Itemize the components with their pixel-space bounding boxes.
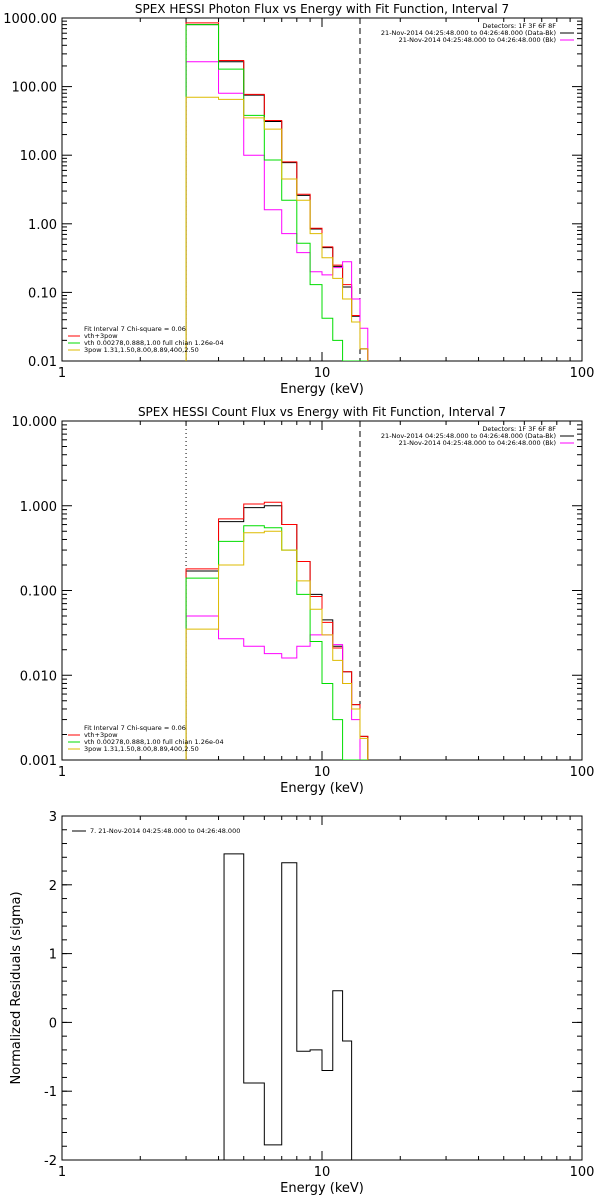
y-tick-label: 0.100: [20, 585, 57, 600]
x-tick-label: 100: [570, 1165, 595, 1180]
info-text: 21-Nov-2014 04:25:48.000 to 04:26:48.000…: [399, 439, 556, 447]
chart-title: SPEX HESSI Count Flux vs Energy with Fit…: [138, 405, 506, 419]
panel-1: SPEX HESSI Photon Flux vs Energy with Fi…: [3, 2, 594, 397]
y-tick-label: 1.00: [28, 218, 57, 233]
series-4-step-line: [185, 525, 368, 760]
fit-text: vth+3pow: [84, 332, 118, 340]
series-1-step-line: [223, 853, 360, 1160]
y-tick-label: -1: [44, 1085, 57, 1100]
series-3-step-line: [185, 61, 369, 361]
x-axis-label: Energy (keV): [280, 1181, 364, 1196]
series-5-step-line: [185, 96, 369, 361]
y-tick-label: 0.01: [28, 355, 57, 370]
info-text: 21-Nov-2014 04:25:48.000 to 04:26:48.000…: [399, 36, 556, 44]
chart-title: SPEX HESSI Photon Flux vs Energy with Fi…: [135, 2, 509, 16]
y-tick-label: 10.00: [20, 149, 57, 164]
y-tick-label: 0.10: [28, 286, 57, 301]
y-tick-label: 100.00: [12, 81, 58, 96]
plot-frame: [61, 815, 583, 1161]
series-group: [185, 22, 369, 361]
y-tick-label: 1000.00: [3, 12, 57, 27]
y-tick-label: 1.000: [20, 500, 57, 515]
fit-text: vth+3pow: [84, 731, 118, 739]
series-2-step-line: [185, 22, 369, 361]
info-text: 21-Nov-2014 04:25:48.000 to 04:26:48.000…: [381, 432, 556, 440]
info-text: Detectors: 1F 3F 6F 8F: [482, 22, 556, 30]
y-axis-label: Normalized Residuals (sigma): [9, 891, 24, 1084]
info-text: Detectors: 1F 3F 6F 8F: [482, 425, 556, 433]
series-group: [185, 501, 369, 760]
series-group: [223, 853, 360, 1160]
x-tick-label: 100: [570, 765, 595, 780]
y-tick-label: 0.001: [20, 754, 57, 769]
residual-legend-label: 7. 21-Nov-2014 04:25:48.000 to 04:26:48.…: [90, 827, 240, 835]
x-tick-label: 1: [58, 765, 66, 780]
fit-text: vth 0.00278,0.888,1.00 full chian 1.26e-…: [84, 738, 224, 746]
y-tick-label: 10.000: [12, 415, 58, 430]
y-tick-label: 1: [49, 948, 57, 963]
x-tick-label: 10: [314, 366, 331, 381]
x-tick-label: 10: [314, 765, 331, 780]
fit-text: 3pow 1.31,1.50,8.00,8.89,400,2.50: [84, 346, 199, 354]
y-tick-label: 0: [49, 1016, 57, 1031]
x-tick-label: 1: [58, 366, 66, 381]
x-tick-label: 10: [314, 1165, 331, 1180]
series-1-step-line: [185, 505, 369, 760]
fit-text: Fit Interval 7 Chi-square = 0.06: [84, 724, 186, 732]
plot-frame: [61, 420, 583, 761]
panel-2: SPEX HESSI Count Flux vs Energy with Fit…: [12, 405, 595, 796]
series-4-step-line: [185, 24, 368, 361]
series-5-step-line: [185, 530, 369, 760]
fit-text: 3pow 1.31,1.50,8.00,8.89,400,2.50: [84, 745, 199, 753]
series-1-step-line: [185, 24, 369, 361]
y-tick-label: 2: [49, 879, 57, 894]
x-tick-label: 1: [58, 1165, 66, 1180]
x-tick-label: 100: [570, 366, 595, 381]
info-text: 21-Nov-2014 04:25:48.000 to 04:26:48.000…: [381, 29, 556, 37]
x-axis-label: Energy (keV): [280, 781, 364, 796]
panel-3: 1 10 100 -2 -1 0 1 2 3 Energy (keV) Normalized Res…: [9, 810, 594, 1196]
fit-text: Fit Interval 7 Chi-square = 0.06: [84, 325, 186, 333]
y-tick-label: -2: [44, 1154, 57, 1169]
fit-text: vth 0.00278,0.888,1.00 full chian 1.26e-…: [84, 339, 224, 347]
y-tick-label: 3: [49, 810, 57, 825]
y-tick-label: 0.010: [20, 669, 57, 684]
series-2-step-line: [185, 501, 369, 760]
x-axis-label: Energy (keV): [280, 382, 364, 397]
